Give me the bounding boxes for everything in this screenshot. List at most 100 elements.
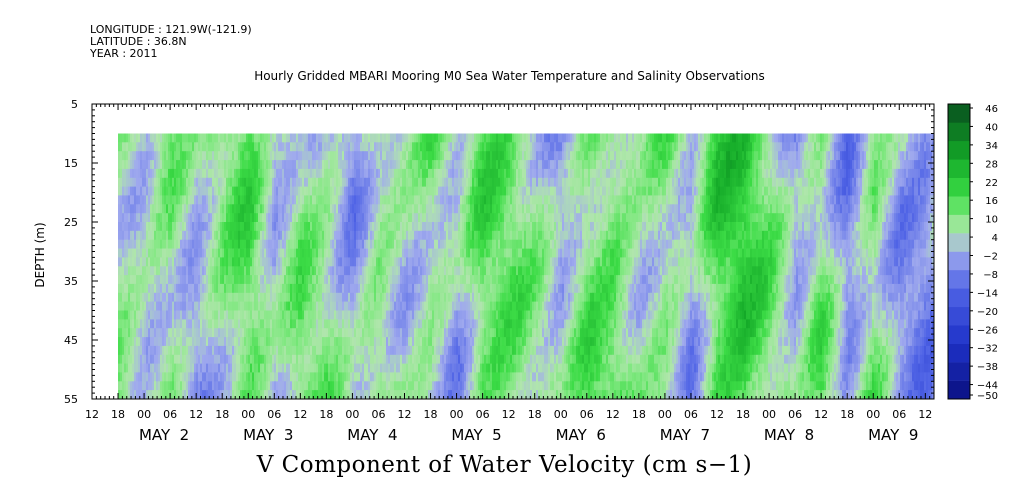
heatmap-cell [156, 363, 159, 373]
heatmap-cell [180, 328, 183, 338]
heatmap-cell [152, 204, 155, 214]
heatmap-cell [232, 230, 235, 241]
heatmap-cell [394, 133, 397, 143]
heatmap-cell [194, 266, 197, 276]
heatmap-cell [374, 390, 377, 400]
heatmap-cell [364, 319, 367, 329]
heatmap-cell [356, 142, 359, 152]
heatmap-cell [156, 142, 159, 152]
heatmap-cell [226, 248, 229, 258]
heatmap-cell [390, 328, 393, 338]
heatmap-cell [304, 257, 307, 267]
heatmap-cell [278, 168, 281, 179]
heatmap-cell [380, 133, 383, 143]
heatmap-cell [386, 337, 389, 347]
heatmap-cell [214, 345, 217, 356]
heatmap-cell [316, 390, 319, 400]
heatmap-cell [248, 390, 251, 400]
heatmap-cell [190, 372, 193, 382]
heatmap-cell [364, 354, 367, 365]
heatmap-cell [260, 151, 263, 161]
heatmap-cell [204, 345, 207, 356]
heatmap-cell [188, 310, 191, 320]
heatmap-cell [220, 160, 223, 170]
heatmap-cell [356, 390, 359, 400]
heatmap-cell [270, 319, 273, 329]
heatmap-cell [222, 168, 225, 179]
heatmap-cell [334, 310, 337, 320]
heatmap-cell [340, 230, 343, 241]
heatmap-cell [216, 319, 219, 329]
heatmap-cell [214, 213, 217, 223]
heatmap-cell [214, 230, 217, 241]
heatmap-cell [250, 328, 253, 338]
heatmap-cell [200, 186, 203, 196]
heatmap-cell [186, 372, 189, 382]
heatmap-cell [152, 257, 155, 267]
heatmap-cell [378, 345, 381, 356]
heatmap-cell [346, 319, 349, 329]
heatmap-cell [210, 283, 213, 294]
heatmap-cell [120, 239, 123, 249]
heatmap-cell [180, 230, 183, 241]
heatmap-cell [218, 363, 221, 373]
heatmap-cell [162, 319, 165, 329]
heatmap-cell [242, 363, 245, 373]
heatmap-cell [188, 213, 191, 223]
heatmap-cell [128, 168, 131, 179]
heatmap-cell [210, 372, 213, 382]
heatmap-cell [200, 283, 203, 294]
heatmap-cell [346, 151, 349, 161]
heatmap-cell [138, 257, 141, 267]
heatmap-cell [346, 381, 349, 391]
heatmap-cell [244, 222, 247, 232]
heatmap-cell [136, 204, 139, 214]
heatmap-cell [122, 292, 125, 302]
heatmap-cell [268, 275, 271, 285]
heatmap-cell [286, 186, 289, 196]
heatmap-cell [250, 345, 253, 356]
heatmap-cell [354, 213, 357, 223]
heatmap-cell [350, 186, 353, 196]
heatmap-cell [190, 337, 193, 347]
heatmap-cell [306, 275, 309, 285]
heatmap-cell [194, 363, 197, 373]
heatmap-cell [218, 372, 221, 382]
heatmap-cell [306, 266, 309, 276]
heatmap-cell [388, 160, 391, 170]
heatmap-cell [258, 248, 261, 258]
heatmap-cell [132, 230, 135, 241]
heatmap-cell [168, 328, 171, 338]
heatmap-cell [200, 381, 203, 391]
heatmap-cell [346, 283, 349, 294]
heatmap-cell [336, 186, 339, 196]
heatmap-cell [202, 301, 205, 311]
heatmap-cell [134, 345, 137, 356]
heatmap-cell [274, 266, 277, 276]
heatmap-cell [230, 319, 233, 329]
heatmap-cell [366, 204, 369, 214]
heatmap-cell [274, 354, 277, 365]
heatmap-cell [288, 230, 291, 241]
heatmap-cell [148, 345, 151, 356]
heatmap-cell [162, 239, 165, 249]
heatmap-cell [264, 372, 267, 382]
heatmap-cell [236, 230, 239, 241]
heatmap-cell [142, 248, 145, 258]
heatmap-cell [250, 363, 253, 373]
heatmap-cell [184, 177, 187, 188]
heatmap-cell [240, 275, 243, 285]
heatmap-cell [290, 275, 293, 285]
heatmap-cell [314, 354, 317, 365]
heatmap-cell [228, 345, 231, 356]
heatmap-cell [248, 222, 251, 232]
heatmap-cell [202, 195, 205, 205]
heatmap-cell [322, 372, 325, 382]
heatmap-cell [298, 195, 301, 205]
heatmap-cell [184, 275, 187, 285]
heatmap-cell [228, 319, 231, 329]
heatmap-cell [358, 204, 361, 214]
heatmap-cell [342, 230, 345, 241]
heatmap-cell [126, 204, 129, 214]
heatmap-cell [196, 160, 199, 170]
